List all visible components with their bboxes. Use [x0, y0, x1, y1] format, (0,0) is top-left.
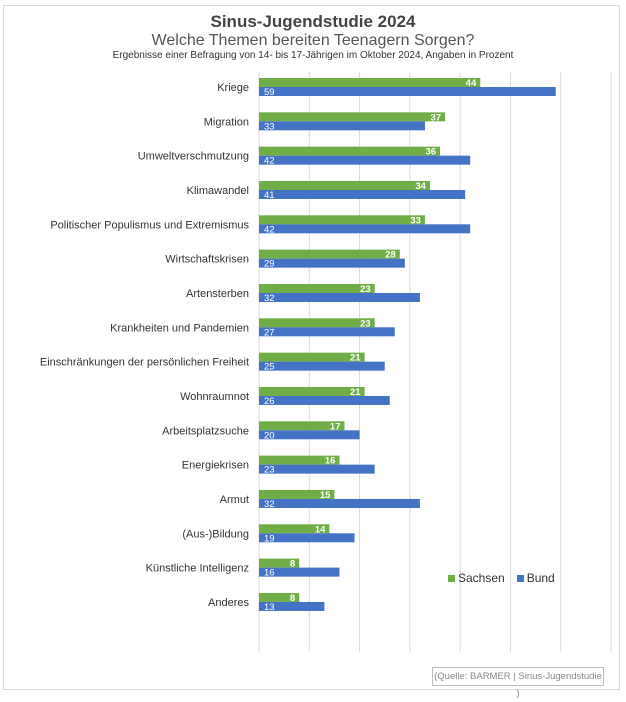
bar-sachsen — [259, 489, 335, 499]
data-label: 21 — [350, 387, 361, 398]
legend-item-bund: Bund — [516, 571, 555, 585]
bar-sachsen — [259, 112, 446, 122]
bar-bund — [259, 533, 355, 543]
category-label: Artensterben — [186, 288, 249, 300]
bar-bund — [259, 567, 340, 577]
data-label: 19 — [264, 533, 275, 544]
bar-bund — [259, 87, 556, 96]
bar-bund — [259, 395, 390, 405]
category-label: Arbeitsplatzsuche — [162, 425, 249, 437]
category-label: Migration — [204, 116, 249, 128]
bar-bund — [259, 361, 385, 371]
data-label: 25 — [264, 362, 275, 373]
data-label: 23 — [360, 318, 371, 329]
data-label: 23 — [264, 465, 275, 476]
chart-frame — [3, 5, 620, 690]
category-label: (Aus-)Bildung — [182, 528, 249, 540]
bar-bund — [259, 121, 425, 131]
bar-sachsen — [259, 215, 425, 225]
bar-sachsen — [259, 249, 400, 259]
category-label: Umweltverschmutzung — [138, 151, 249, 163]
bar-bund — [259, 430, 360, 440]
data-label: 13 — [264, 602, 275, 613]
data-label: 33 — [264, 121, 275, 132]
bar-bund — [259, 601, 325, 611]
data-label: 32 — [264, 293, 275, 304]
bar-bund — [259, 224, 471, 234]
category-label: Politischer Populismus und Extremismus — [50, 219, 249, 231]
legend-swatch-bund — [516, 574, 524, 582]
category-label: Wirtschaftskrisen — [165, 254, 249, 266]
data-label: 29 — [264, 259, 275, 270]
data-label: 59 — [264, 87, 275, 98]
data-label: 15 — [320, 490, 331, 501]
chart-subtitle: Welche Themen bereiten Teenagern Sorgen? — [151, 32, 475, 49]
bar-sachsen — [259, 352, 365, 362]
data-label: 14 — [315, 524, 326, 535]
data-label: 41 — [264, 190, 275, 201]
category-label: Einschränkungen der persönlichen Freihei… — [40, 357, 249, 369]
bar-bund — [259, 498, 420, 508]
category-label: Armut — [220, 494, 249, 506]
bar-bund — [259, 464, 375, 474]
chart-note: Ergebnisse einer Befragung von 14- bis 1… — [112, 50, 514, 61]
bar-sachsen — [259, 283, 375, 293]
bar-sachsen — [259, 386, 365, 396]
category-label: Anderes — [208, 597, 249, 609]
data-label: 44 — [466, 78, 477, 89]
bar-bund — [259, 327, 395, 337]
bar-sachsen — [259, 455, 340, 465]
category-label: Energiekrisen — [182, 460, 249, 472]
data-label: 34 — [415, 181, 426, 192]
data-label: 33 — [410, 215, 421, 226]
legend-item-sachsen: Sachsen — [448, 571, 505, 585]
bar-bund — [259, 292, 420, 302]
bar-bund — [259, 155, 471, 165]
bar-sachsen — [259, 146, 441, 156]
data-label: 26 — [264, 396, 275, 407]
bar-sachsen — [259, 592, 300, 602]
chart-title: Sinus-Jugendstudie 2024 — [210, 12, 416, 31]
data-label: 23 — [360, 284, 371, 295]
data-label: 21 — [350, 353, 361, 364]
bar-sachsen — [259, 558, 300, 568]
data-label: 17 — [330, 421, 341, 432]
bar-sachsen — [259, 421, 345, 431]
legend: Sachsen Bund — [448, 571, 555, 585]
data-label: 36 — [425, 147, 436, 158]
category-label: Klimawandel — [187, 185, 249, 197]
legend-label: Sachsen — [458, 571, 505, 585]
data-label: 42 — [264, 224, 275, 235]
data-label: 16 — [325, 456, 336, 467]
bar-bund — [259, 258, 405, 268]
category-label: Krankheiten und Pandemien — [110, 322, 249, 334]
bar-sachsen — [259, 78, 481, 87]
data-label: 28 — [385, 250, 396, 261]
bar-sachsen — [259, 524, 330, 534]
category-label: Wohnraumnot — [180, 391, 249, 403]
data-label: 8 — [290, 593, 295, 604]
bar-sachsen — [259, 318, 375, 328]
data-label: 42 — [264, 156, 275, 167]
bar-sachsen — [259, 180, 430, 190]
data-label: 16 — [264, 568, 275, 579]
category-label: Kriege — [217, 82, 249, 94]
data-label: 8 — [290, 559, 295, 570]
data-label: 32 — [264, 499, 275, 510]
data-label: 27 — [264, 327, 275, 338]
bar-bund — [259, 189, 466, 199]
data-label: 37 — [430, 112, 441, 123]
legend-label: Bund — [526, 571, 555, 585]
category-label: Künstliche Intelligenz — [146, 563, 249, 575]
data-label: 20 — [264, 430, 275, 441]
legend-swatch-sachsen — [448, 574, 455, 582]
source-box: (Quelle: BARMER | Sinus-Jugendstudie ) — [432, 667, 604, 699]
